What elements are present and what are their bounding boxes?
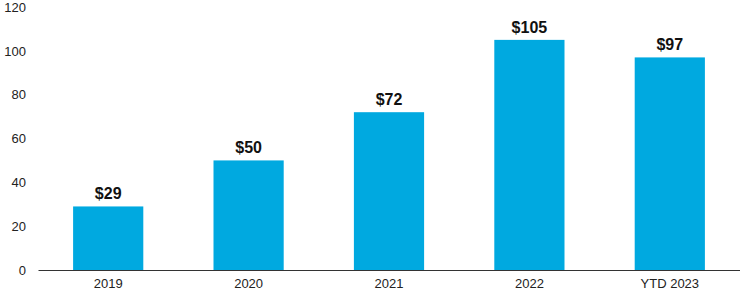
x-axis: 2019 2020 2021 2022 YTD 2023 [39,270,740,291]
bar [73,206,143,270]
y-tick: 120 [4,0,38,15]
bars [73,40,705,270]
data-label: $97 [656,36,683,53]
y-tick-label: 0 [19,263,26,278]
y-tick: 40 [12,175,38,190]
plot: 0 20 40 60 80 100 120 2019 2020 2021 2022 YTD 2023 $… [4,0,740,291]
y-tick: 0 [19,263,38,278]
y-tick: 20 [12,219,38,234]
x-tick-label: 2021 [375,276,404,291]
data-label: $29 [95,185,122,202]
x-tick: 2020 [234,270,263,291]
x-axis-line [39,270,740,271]
y-tick-label: 100 [4,43,26,58]
y-tick-label: 120 [4,0,26,15]
x-tick: 2022 [515,270,544,291]
data-label: $105 [512,19,548,36]
x-tick: 2019 [94,270,123,291]
x-tick-label: 2022 [515,276,544,291]
y-axis-line [38,8,39,271]
chart: 0 20 40 60 80 100 120 2019 2020 2021 2022 YTD 2023 $… [0,0,740,298]
y-tick: 100 [4,43,38,58]
y-tick-label: 40 [12,175,26,190]
y-tick: 60 [12,131,38,146]
x-tick-label: YTD 2023 [641,276,700,291]
bar [635,57,705,270]
bar [354,112,424,270]
x-tick-label: 2019 [94,276,123,291]
y-axis: 0 20 40 60 80 100 120 [4,0,38,278]
bar [494,40,564,270]
data-label: $50 [235,139,262,156]
x-tick: YTD 2023 [641,270,700,291]
data-labels: $29 $50 $72 $105 $97 [95,19,683,203]
bar [214,160,284,270]
y-tick-label: 80 [12,87,26,102]
y-tick-label: 60 [12,131,26,146]
y-tick: 80 [12,87,38,102]
data-label: $72 [376,91,403,108]
x-tick-label: 2020 [234,276,263,291]
y-tick-label: 20 [12,219,26,234]
x-tick: 2021 [375,270,404,291]
